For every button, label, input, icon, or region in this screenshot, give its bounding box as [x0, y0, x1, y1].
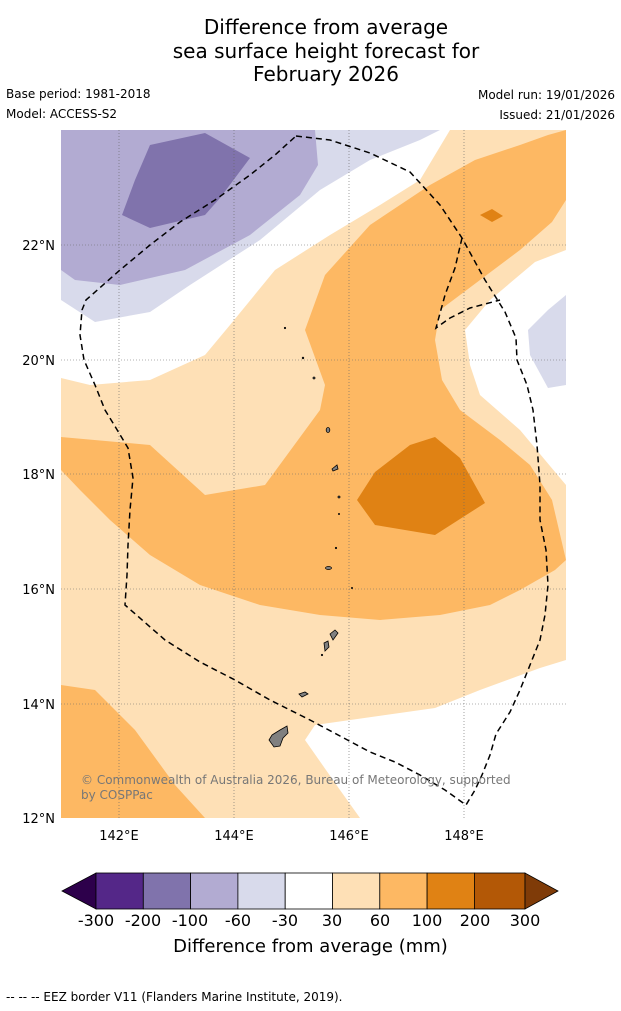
model-run: Model run: 19/01/2026 — [477, 88, 615, 102]
lat-label-12n: 12°N — [22, 812, 55, 827]
lon-label-146e: 146°E — [329, 829, 369, 844]
colorbar-tick-pos200: 200 — [459, 911, 491, 930]
colorbar-tick-pos300: 300 — [509, 911, 541, 930]
lon-label-144e: 144°E — [214, 829, 254, 844]
zone-pos60-southwest — [61, 685, 205, 818]
lon-label-142e: 142°E — [99, 829, 139, 844]
forecast-map: © Commonwealth of Australia 2026, Bureau… — [22, 130, 566, 844]
island-aguijan — [320, 653, 324, 657]
issued-date: Issued: 21/01/2026 — [499, 108, 615, 122]
lat-label-16n: 16°N — [22, 583, 55, 598]
colorbar-title: Difference from average (mm) — [173, 936, 448, 957]
colorbar-swatch-zero — [284, 872, 333, 910]
islands — [268, 326, 353, 748]
title-line-3: February 2026 — [253, 62, 399, 86]
colorbar-swatch-neg30 — [237, 872, 286, 910]
island-rota — [298, 691, 309, 698]
colorbar-swatch-neg200 — [95, 872, 144, 910]
colorbar-tick-neg200: -200 — [124, 911, 162, 930]
colorbar-tick-neg30: -30 — [271, 911, 299, 930]
colorbar-extend-max — [524, 872, 559, 910]
colorbar-tick-pos30: 30 — [321, 911, 343, 930]
island-alamagan — [325, 427, 331, 433]
island-agrihan — [337, 495, 341, 499]
island-farallon-medinilla — [350, 587, 353, 590]
colorbar — [61, 872, 559, 910]
colorbar-tick-pos60: 60 — [369, 911, 391, 930]
lon-label-148e: 148°E — [444, 829, 484, 844]
colorbar-swatch-neg60 — [190, 872, 239, 910]
island-guguan — [334, 546, 338, 550]
lat-label-18n: 18°N — [22, 468, 55, 483]
colorbar-swatch-neg100 — [142, 872, 192, 910]
colorbar-tick-neg100: -100 — [171, 911, 209, 930]
lat-label-14n: 14°N — [22, 698, 55, 713]
lat-label-22n: 22°N — [22, 239, 55, 254]
title-line-1: Difference from average — [203, 15, 449, 39]
model-name: Model: ACCESS-S2 — [6, 107, 118, 121]
chart-title: Difference from average sea surface heig… — [0, 15, 621, 87]
title-line-2: sea surface height forecast for — [172, 38, 480, 63]
island-tinian — [323, 640, 330, 652]
zone-pos100-small-northeast — [480, 209, 503, 222]
island-maug — [301, 356, 305, 360]
copyright-line-1: © Commonwealth of Australia 2026, Bureau… — [81, 773, 511, 787]
eez-legend: -- -- -- EEZ border V11 (Flanders Marine… — [6, 990, 343, 1004]
copyright-line-2: by COSPPac — [81, 788, 153, 802]
colorbar-swatch-pos30 — [332, 872, 381, 910]
zone-neg30-east — [528, 295, 566, 388]
zone-neg100-northwest — [122, 133, 250, 228]
colorbar-extend-min — [61, 872, 97, 910]
colorbar-swatch-pos60 — [379, 872, 428, 910]
island-anatahan — [325, 566, 332, 570]
lat-label-20n: 20°N — [22, 354, 55, 369]
island-guam — [268, 725, 289, 748]
colorbar-swatch-pos200 — [473, 872, 526, 910]
colorbar-tick-neg300: -300 — [77, 911, 115, 930]
eez-border — [79, 135, 549, 807]
island-saipan — [329, 629, 339, 641]
base-period: Base period: 1981-2018 — [6, 87, 151, 101]
colorbar-tick-pos100: 100 — [411, 911, 443, 930]
zone-pos100-center — [357, 437, 485, 535]
island-pagan — [331, 464, 339, 472]
island-sarigan — [337, 513, 340, 516]
island-farallon — [283, 326, 287, 330]
island-asuncion — [312, 376, 316, 380]
colorbar-tick-neg60: -60 — [224, 911, 252, 930]
colorbar-swatch-pos100 — [426, 872, 475, 910]
eez-inner-border — [434, 237, 501, 330]
gridlines — [61, 130, 566, 818]
